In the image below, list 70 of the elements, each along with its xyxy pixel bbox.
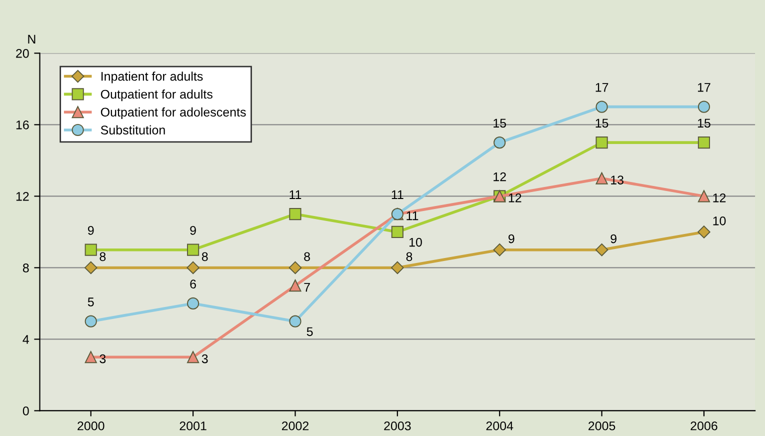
x-tick-label: 2001 bbox=[180, 421, 206, 430]
y-axis-title: N bbox=[28, 34, 36, 44]
data-label: 9 bbox=[88, 226, 94, 235]
point bbox=[84, 244, 97, 256]
data-label: 17 bbox=[698, 83, 710, 92]
legend-label: Outpatient for adults bbox=[100, 89, 212, 102]
point bbox=[289, 315, 302, 328]
y-tick-label: 0 bbox=[22, 406, 29, 416]
point bbox=[84, 315, 97, 328]
data-label: 15 bbox=[698, 118, 710, 128]
data-label: 9 bbox=[610, 234, 616, 244]
data-label: 12 bbox=[508, 193, 522, 202]
data-label: 13 bbox=[611, 176, 624, 184]
y-tick-label: 20 bbox=[16, 48, 29, 58]
y-tick-label: 4 bbox=[22, 335, 29, 344]
point bbox=[289, 280, 302, 292]
point bbox=[595, 243, 608, 256]
data-label: 9 bbox=[190, 226, 196, 235]
data-label: 11 bbox=[290, 190, 302, 199]
point bbox=[289, 208, 302, 220]
data-label: 3 bbox=[202, 354, 208, 364]
data-label: 15 bbox=[596, 118, 608, 128]
data-label: 10 bbox=[713, 216, 726, 226]
point bbox=[84, 261, 98, 274]
point bbox=[698, 100, 710, 113]
point bbox=[288, 261, 302, 274]
data-label: 15 bbox=[494, 118, 506, 128]
data-label: 5 bbox=[306, 327, 313, 336]
point bbox=[187, 351, 200, 364]
data-label: 8 bbox=[406, 252, 412, 262]
point bbox=[391, 261, 404, 274]
data-label: 5 bbox=[88, 298, 94, 306]
point bbox=[391, 226, 404, 238]
x-tick-label: 2005 bbox=[588, 421, 616, 430]
data-label: 11 bbox=[392, 190, 404, 199]
x-tick-label: 2006 bbox=[690, 421, 718, 430]
data-label: 9 bbox=[508, 234, 514, 244]
x-tick-label: 2003 bbox=[384, 421, 411, 430]
data-label: 6 bbox=[190, 280, 196, 288]
point bbox=[493, 243, 506, 256]
y-tick-label: 16 bbox=[16, 120, 29, 130]
x-tick-label: 2000 bbox=[78, 421, 104, 430]
legend-label: Outpatient for adolescents bbox=[100, 107, 246, 120]
legend-label: Substitution bbox=[100, 125, 165, 134]
data-label: 10 bbox=[409, 238, 422, 247]
point bbox=[187, 297, 200, 310]
point bbox=[596, 172, 608, 184]
point bbox=[187, 244, 200, 256]
point bbox=[698, 136, 710, 149]
data-label: 17 bbox=[596, 83, 608, 92]
data-label: 8 bbox=[304, 252, 310, 262]
point bbox=[84, 351, 97, 364]
data-label: 8 bbox=[202, 252, 208, 262]
y-tick-label: 8 bbox=[22, 264, 29, 272]
x-tick-label: 2004 bbox=[486, 421, 514, 430]
point bbox=[494, 136, 506, 149]
point bbox=[698, 226, 710, 238]
data-label: 12 bbox=[713, 193, 726, 202]
data-label: 3 bbox=[100, 354, 106, 364]
y-tick-label: 12 bbox=[16, 192, 29, 201]
point bbox=[596, 136, 608, 149]
data-label: 8 bbox=[100, 252, 106, 262]
point bbox=[186, 261, 200, 274]
legend-label: Inpatient for adults bbox=[101, 72, 203, 84]
point bbox=[596, 100, 608, 113]
point bbox=[698, 190, 710, 202]
x-tick-label: 2002 bbox=[282, 421, 309, 430]
data-label: 11 bbox=[406, 211, 418, 220]
data-label: 12 bbox=[494, 172, 506, 182]
data-label: 7 bbox=[304, 282, 310, 292]
